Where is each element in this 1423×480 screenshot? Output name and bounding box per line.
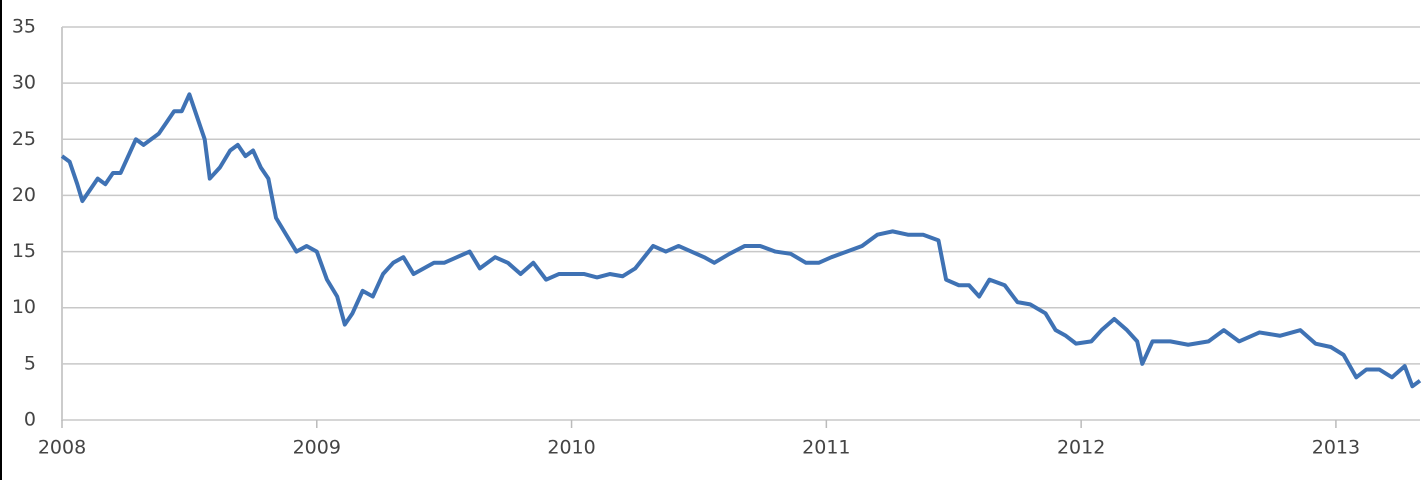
x-tick-label: 2010 xyxy=(547,437,595,459)
y-tick-label: 5 xyxy=(24,352,36,374)
y-tick-label: 35 xyxy=(12,16,36,38)
y-tick-label: 25 xyxy=(12,128,36,150)
x-tick-label: 2009 xyxy=(293,437,341,459)
x-tick-label: 2011 xyxy=(802,437,850,459)
x-tick-label: 2008 xyxy=(38,437,86,459)
y-tick-label: 15 xyxy=(12,240,36,262)
y-tick-label: 10 xyxy=(12,296,36,318)
y-tick-label: 20 xyxy=(12,184,36,206)
x-tick-label: 2013 xyxy=(1312,437,1360,459)
y-tick-label: 0 xyxy=(24,409,36,431)
y-tick-label: 30 xyxy=(12,72,36,94)
data-line xyxy=(60,92,1422,389)
x-tick-label: 2012 xyxy=(1057,437,1105,459)
